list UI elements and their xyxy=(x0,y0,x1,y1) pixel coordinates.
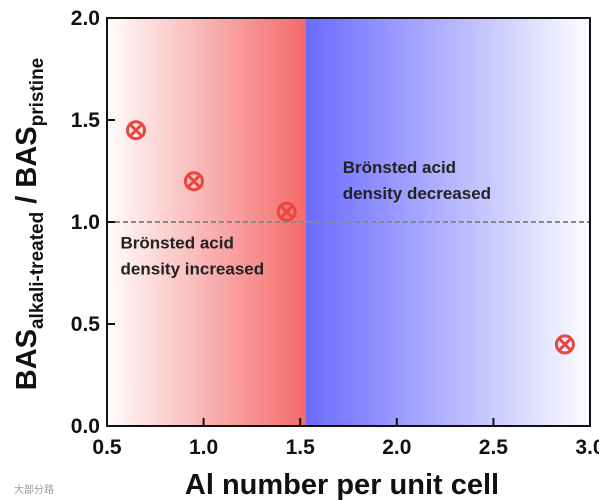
data-point-cross-b xyxy=(128,123,144,138)
annotation-decreased: Brönsted acid density decreased xyxy=(343,158,491,203)
x-axis-label: Al number per unit cell xyxy=(185,469,499,500)
x-tick-label-1.5: 1.5 xyxy=(286,436,316,459)
y-label-sub2: pristine xyxy=(27,58,48,127)
data-point-circle xyxy=(554,334,575,355)
data-point-4 xyxy=(554,334,575,355)
data-point-cross-b xyxy=(186,174,202,189)
y-label-sub1: alkali-treated xyxy=(27,212,48,329)
x-tick-label-0.5: 0.5 xyxy=(92,436,122,459)
data-point-circle xyxy=(276,201,297,222)
y-tick-label-2.0: 2.0 xyxy=(71,7,100,30)
y-tick-label-0.5: 0.5 xyxy=(71,313,101,336)
watermark-text: 大部分路 xyxy=(14,483,54,496)
annotation-increased-line2: density increased xyxy=(121,260,265,279)
x-tick-label-3.0: 3.0 xyxy=(575,436,599,459)
y-label-main2: BAS xyxy=(11,126,43,187)
data-points xyxy=(125,120,575,355)
data-point-cross-b xyxy=(279,204,294,219)
annotation-increased-line1: Brönsted acid xyxy=(121,234,234,253)
x-tick-label-2.0: 2.0 xyxy=(382,436,411,459)
annotation-increased: Brönsted acid density increased xyxy=(121,234,265,279)
x-tick-label-2.5: 2.5 xyxy=(479,436,509,459)
data-point-2 xyxy=(183,171,204,192)
y-tick-label-1.5: 1.5 xyxy=(71,109,101,132)
y-axis-label: BASalkali-treated / BASpristine xyxy=(11,58,48,391)
y-label-separator: / xyxy=(11,188,43,212)
annotation-decreased-line2: density decreased xyxy=(343,184,491,203)
ticks: 0.5 1.0 1.5 2.0 2.5 3.00.00.51.01.52.0 xyxy=(71,7,599,459)
y-tick-label-1.0: 1.0 xyxy=(71,211,100,234)
annotation-decreased-line1: Brönsted acid xyxy=(343,158,456,177)
data-point-1 xyxy=(125,120,146,141)
x-tick-label-1.0: 1.0 xyxy=(189,436,218,459)
data-point-cross-b xyxy=(557,337,572,352)
y-label-main1: BAS xyxy=(11,329,43,390)
data-point-circle xyxy=(125,120,146,141)
data-point-3 xyxy=(276,201,297,222)
data-point-circle xyxy=(183,171,204,192)
y-tick-label-0.0: 0.0 xyxy=(71,415,100,438)
